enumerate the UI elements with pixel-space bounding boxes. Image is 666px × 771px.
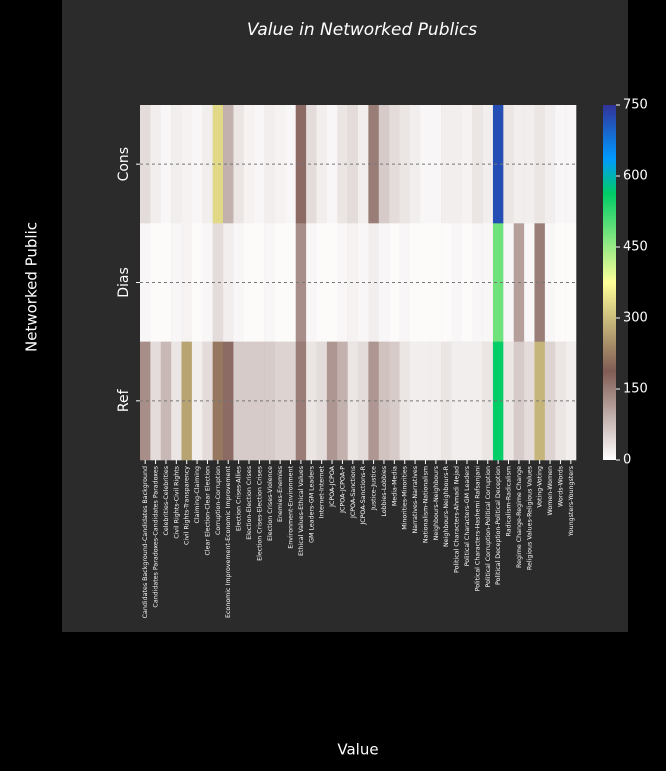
x-tick-label: Voting-Voting (537, 466, 544, 508)
x-tick-label: Internet-Internet (319, 465, 326, 518)
x-tick-label: Economic Improvement-Economic Improvemen… (225, 465, 232, 617)
x-tick-label: Election Crises-Election Crises (256, 466, 263, 561)
x-tick-label: Political Corruption-Political Corruptio… (485, 466, 492, 587)
x-tick-label: Political Characters-Ahmadi Nejad (454, 466, 461, 573)
colorbar (603, 105, 616, 460)
x-tick-label: Celebrities-Celebrities (163, 466, 170, 535)
x-tick-label: Candidates Paradoxes-Candidates Paradoxe… (153, 466, 160, 608)
x-tick-label: Narratives-Narratives (412, 466, 419, 533)
x-tick-label: Election Crises-Allies (236, 466, 243, 531)
y-tick-label: Dias (116, 267, 132, 298)
x-tick-label: JCPOA-Sanctions (350, 466, 357, 519)
x-tick-label: Election Crises-Violence (267, 466, 274, 541)
colorbar-tick-label: 450 (623, 240, 648, 255)
y-tick-label: Cons (116, 147, 132, 182)
x-tick-label: Neighbours-Neighbours (433, 466, 440, 540)
x-tick-label: Lobbies-Lobbies (381, 466, 388, 517)
x-tick-label: Religious Values-Religious Values (526, 466, 533, 570)
x-tick-label: Clear Election-Clear Election (204, 466, 211, 555)
x-tick-label: Political Characters-Hashemi Rafsanjani (474, 466, 481, 592)
colorbar-tick-label: 750 (623, 98, 648, 113)
x-tick-label: Political Deception-Political Deception (495, 466, 502, 585)
x-tick-label: JCPOA-Sanctions-R (360, 465, 367, 525)
x-tick-label: Election-Election Crises (246, 466, 253, 540)
colorbar-tick-label: 600 (623, 169, 648, 184)
x-tick-label: Youngsters-Youngsters (568, 466, 575, 537)
x-tick-label: Candidates Background-Candidates Backgro… (142, 466, 149, 618)
colorbar-tick-label: 300 (623, 311, 648, 326)
x-tick-label: Words-Words (557, 466, 564, 507)
x-tick-label: Radicalism-Radicalism (506, 466, 513, 536)
x-tick-label: Nationalism-Nationalism (422, 466, 429, 543)
x-tick-label: Claiming-Claiming (194, 466, 201, 524)
x-tick-label: Minorities-Minorities (402, 466, 409, 530)
x-tick-label: Justice-Justice (371, 466, 378, 511)
x-tick-label: Media-Media (391, 466, 398, 506)
x-tick-label: Women-Women (547, 466, 554, 515)
x-tick-label: Neighbours-Neighbours-R (443, 465, 450, 547)
y-tick-label: Ref (116, 388, 132, 412)
x-tick-label: Civil Rights-Transparency (184, 466, 191, 545)
x-axis-label: Value (337, 741, 378, 759)
colorbar-tick-label: 0 (623, 453, 631, 468)
x-tick-label: Political Characters-GM Leaders (464, 466, 471, 566)
x-tick-label: GM Leaders-GM Leaders (308, 466, 315, 543)
x-tick-label: Ethical Values-Ethical Values (298, 466, 305, 556)
x-tick-label: Environment-Environment (288, 465, 295, 548)
colorbar-tick-label: 150 (623, 382, 648, 397)
chart: Value in Networked Publics Value Network… (0, 0, 666, 771)
y-axis-label: Networked Public (23, 222, 41, 352)
x-tick-label: Enemies-Enemies (277, 466, 284, 522)
x-tick-label: Civil Rights-Civil Rights (173, 466, 180, 539)
x-tick-label: JCPOA-JCPOA-P (339, 466, 346, 514)
chart-title: Value in Networked Publics (247, 20, 477, 40)
x-tick-label: JCPOA-JCPOA (329, 465, 336, 508)
x-tick-label: Corruption-Corruption (215, 466, 222, 535)
x-tick-label: Regime Change-Regime Change (516, 466, 523, 568)
